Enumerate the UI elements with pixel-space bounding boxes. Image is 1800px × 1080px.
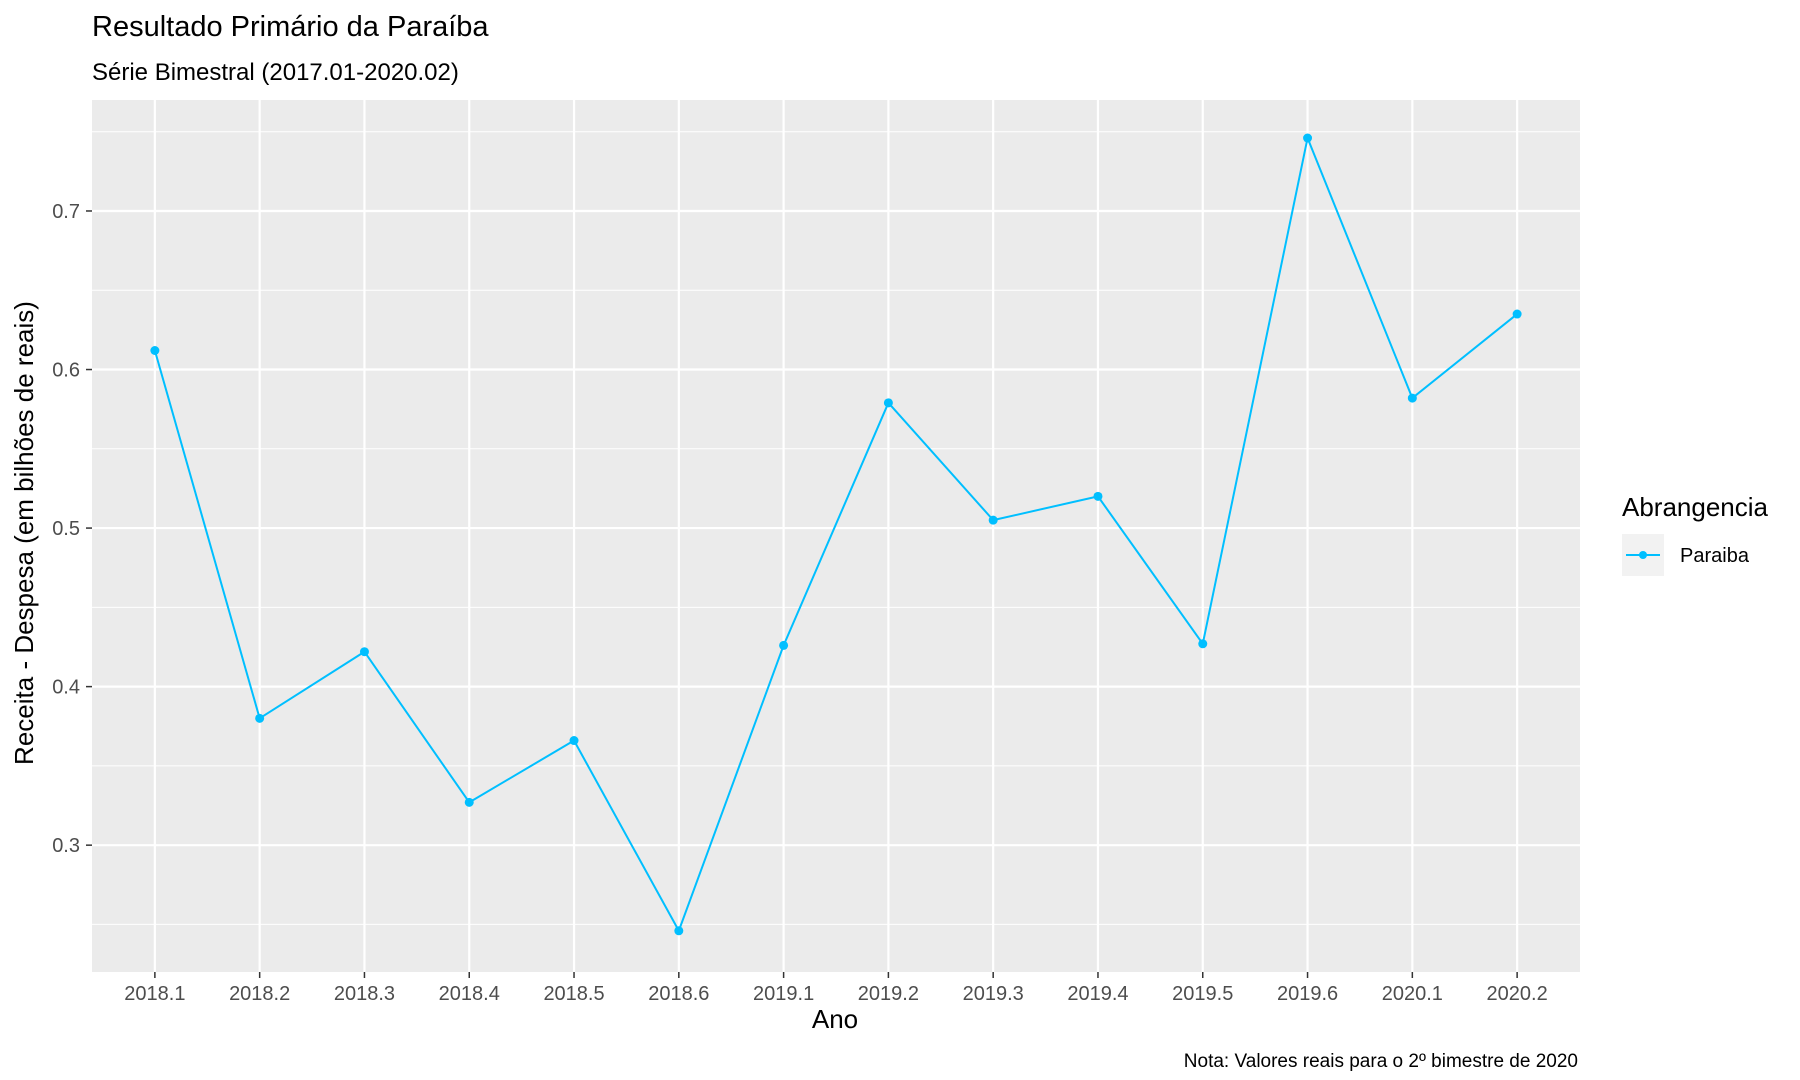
data-point	[988, 515, 998, 525]
x-tick-label: 2018.4	[439, 983, 500, 1005]
data-point	[1407, 393, 1417, 403]
data-point	[1093, 491, 1103, 501]
x-tick-label: 2018.2	[229, 983, 290, 1005]
data-point	[359, 647, 369, 657]
y-axis-title: Receita - Despesa (em bilhões de reais)	[9, 301, 39, 765]
x-tick-label: 2019.3	[963, 983, 1024, 1005]
x-axis: 2018.1 2018.2 2018.3 2018.4 2018.5 2018.6 2019…	[124, 972, 1548, 1005]
x-tick-label: 2019.2	[858, 983, 919, 1005]
x-axis-title: Ano	[812, 1004, 858, 1034]
y-tick-label: 0.3	[52, 835, 80, 857]
x-tick-label: 2018.3	[334, 983, 395, 1005]
x-tick-label: 2019.4	[1067, 983, 1128, 1005]
y-tick-label: 0.6	[52, 360, 80, 382]
legend-title: Abrangencia	[1622, 492, 1769, 522]
caption: Nota: Valores reais para o 2º bimestre d…	[1184, 1051, 1578, 1072]
legend: Abrangencia Paraiba	[1622, 492, 1769, 576]
x-tick-label: 2020.2	[1487, 983, 1548, 1005]
y-tick-label: 0.7	[52, 201, 80, 223]
data-point	[779, 640, 789, 650]
x-tick-label: 2019.1	[753, 983, 814, 1005]
data-point	[150, 346, 160, 356]
data-point	[569, 736, 579, 746]
plot-panel	[92, 100, 1580, 972]
data-point	[1198, 639, 1208, 649]
x-tick-label: 2020.1	[1382, 983, 1443, 1005]
data-point	[464, 797, 474, 807]
x-tick-label: 2018.5	[543, 983, 604, 1005]
chart-subtitle: Série Bimestral (2017.01-2020.02)	[92, 59, 459, 86]
grid-minor	[92, 131, 1580, 925]
series-layer	[150, 133, 1522, 936]
legend-key-point	[1639, 551, 1647, 559]
data-point	[674, 926, 684, 936]
legend-label-paraiba: Paraiba	[1680, 545, 1750, 567]
data-point	[1303, 133, 1313, 143]
x-tick-label: 2018.1	[124, 983, 185, 1005]
y-tick-label: 0.4	[52, 677, 80, 699]
data-point	[883, 398, 893, 408]
y-tick-label: 0.5	[52, 518, 80, 540]
grid-major	[92, 100, 1580, 972]
data-point	[1512, 309, 1522, 319]
x-tick-label: 2019.6	[1277, 983, 1338, 1005]
y-axis: 0.3 0.4 0.5 0.6 0.7	[52, 201, 92, 857]
chart-title: Resultado Primário da Paraíba	[92, 11, 489, 43]
data-point	[255, 713, 265, 723]
series-line	[153, 137, 1518, 932]
x-tick-label: 2019.5	[1172, 983, 1233, 1005]
x-tick-label: 2018.6	[648, 983, 709, 1005]
